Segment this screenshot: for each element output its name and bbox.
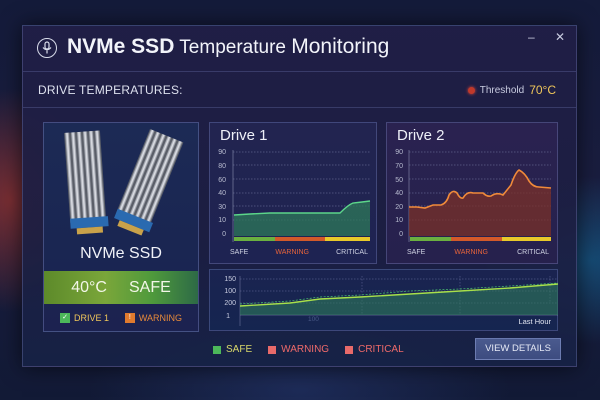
- svg-text:90: 90: [218, 149, 226, 156]
- drive-2-chart-title: Drive 2: [397, 127, 445, 144]
- zone-safe: SAFE: [407, 249, 426, 256]
- history-chart[interactable]: 150 100 200 1 100 Last Hour: [209, 269, 559, 331]
- drive-1-label: DRIVE 1: [74, 313, 110, 323]
- history-x-label: Last Hour: [518, 317, 551, 326]
- threshold-value: 70°C: [529, 83, 556, 97]
- svg-text:200: 200: [224, 300, 236, 307]
- legend-warning: WARNING: [268, 344, 329, 355]
- drive-status: SAFE: [128, 278, 171, 296]
- drive-card-footer: ✓ DRIVE 1 ! WARNING: [44, 313, 198, 323]
- svg-text:0: 0: [399, 231, 403, 238]
- safe-swatch-icon: [213, 345, 221, 354]
- svg-text:70: 70: [395, 163, 403, 170]
- title-bold: NVMe SSD: [67, 35, 175, 58]
- microphone-icon: [37, 38, 57, 58]
- legend-safe-label: SAFE: [226, 344, 253, 355]
- history-plot: 150 100 200 1: [224, 276, 559, 326]
- ssd-image: [64, 129, 184, 236]
- svg-text:90: 90: [395, 149, 403, 156]
- drive-2-zone-labels: SAFE WARNING CRITICAL: [387, 249, 557, 256]
- threshold-indicator: Threshold 70°C: [467, 83, 556, 97]
- warning-swatch-icon: [268, 345, 277, 354]
- zone-warning: WARNING: [454, 249, 488, 256]
- check-icon: ✓: [60, 313, 70, 323]
- minimize-button[interactable]: –: [528, 30, 535, 44]
- legend-safe: SAFE: [213, 344, 252, 355]
- svg-text:60: 60: [218, 177, 226, 184]
- svg-text:1: 1: [226, 313, 230, 320]
- title-middle: Temperature: [174, 37, 292, 58]
- drive-2-chart[interactable]: Drive 2 90 70 50 40 20 10 0 SAFE WARNING CRIT…: [386, 122, 558, 264]
- thermometer-icon: [467, 86, 475, 94]
- svg-text:10: 10: [218, 217, 226, 224]
- section-title: DRIVE TEMPERATURES:: [38, 83, 183, 97]
- svg-text:20: 20: [395, 204, 403, 211]
- warning-icon: !: [124, 313, 135, 323]
- drive-name: NVMe SSD: [80, 245, 162, 262]
- monitor-window: NVMe SSD Temperature Monitoring – ✕ DRIV…: [22, 25, 577, 367]
- title-end: Monitoring: [291, 35, 390, 58]
- legend: SAFE WARNING CRITICAL: [213, 344, 404, 355]
- legend-warning-label: WARNING: [281, 344, 330, 355]
- svg-text:40: 40: [395, 190, 403, 197]
- svg-text:30: 30: [218, 204, 226, 211]
- warning-tag[interactable]: ! WARNING: [124, 313, 182, 323]
- title-bar: NVMe SSD Temperature Monitoring – ✕: [23, 26, 576, 72]
- drive-temperature: 40°C: [71, 278, 107, 296]
- svg-text:10: 10: [395, 217, 403, 224]
- threshold-label: Threshold: [479, 84, 525, 96]
- drive-1-tag[interactable]: ✓ DRIVE 1: [60, 313, 109, 323]
- zone-safe: SAFE: [230, 249, 249, 256]
- drive-1-zone-labels: SAFE WARNING CRITICAL: [210, 249, 376, 256]
- zone-critical: CRITICAL: [517, 249, 549, 256]
- legend-critical: CRITICAL: [345, 344, 404, 355]
- drive-2-plot: 90 70 50 40 20 10 0: [395, 149, 552, 242]
- svg-text:150: 150: [224, 276, 236, 283]
- drive-1-chart[interactable]: Drive 1 90 80 60 40 30 10 0 SAFE WARNING CRIT…: [209, 122, 377, 264]
- svg-text:100: 100: [224, 288, 236, 295]
- svg-text:40: 40: [218, 190, 226, 197]
- drive-card[interactable]: NVMe SSD 40°C SAFE ✓ DRIVE 1 ! WARNING: [43, 122, 199, 332]
- drive-status-bar: 40°C SAFE: [44, 271, 198, 304]
- close-button[interactable]: ✕: [555, 30, 566, 44]
- svg-text:80: 80: [218, 163, 226, 170]
- warning-label: WARNING: [138, 313, 182, 323]
- svg-text:50: 50: [395, 177, 403, 184]
- view-details-button[interactable]: VIEW DETAILS: [475, 338, 561, 360]
- zone-warning: WARNING: [275, 249, 309, 256]
- svg-text:0: 0: [222, 231, 226, 238]
- critical-swatch-icon: [345, 345, 354, 354]
- legend-critical-label: CRITICAL: [358, 344, 404, 355]
- section-header: DRIVE TEMPERATURES: Threshold 70°C: [23, 72, 576, 108]
- drive-1-chart-title: Drive 1: [220, 127, 268, 144]
- drive-1-plot: 90 80 60 40 30 10 0: [218, 149, 371, 242]
- window-title: NVMe SSD Temperature Monitoring: [67, 35, 389, 59]
- zone-critical: CRITICAL: [336, 249, 368, 256]
- history-x-tick: 100: [308, 316, 319, 323]
